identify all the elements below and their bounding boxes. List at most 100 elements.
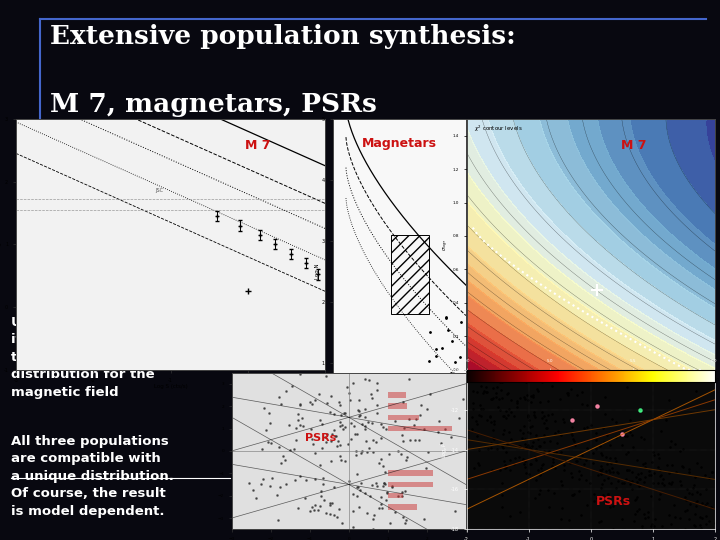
Point <box>576 450 588 459</box>
Point <box>329 432 341 441</box>
Point <box>306 400 318 408</box>
Point <box>576 387 588 396</box>
Point <box>512 397 523 406</box>
Point <box>523 443 535 451</box>
Point <box>272 515 284 524</box>
Point <box>517 444 528 453</box>
Point <box>355 449 366 457</box>
Point <box>694 512 706 521</box>
Point <box>562 389 574 398</box>
Text: Extensive population synthesis:: Extensive population synthesis: <box>50 24 516 49</box>
Point <box>397 437 409 445</box>
Point <box>567 472 578 481</box>
Point <box>497 443 508 452</box>
Point <box>691 458 703 467</box>
Point <box>317 443 328 452</box>
Point <box>324 408 336 417</box>
Point <box>315 416 326 424</box>
Point <box>581 444 593 453</box>
Point <box>525 398 536 407</box>
Point <box>662 535 674 540</box>
Point <box>331 512 343 521</box>
Point <box>706 468 718 477</box>
Point <box>555 514 567 523</box>
Point <box>574 467 585 475</box>
Point <box>466 424 477 433</box>
Point <box>334 505 346 514</box>
Point <box>544 502 555 511</box>
Point <box>518 421 530 430</box>
Point <box>648 522 660 530</box>
Point <box>468 405 480 414</box>
Point <box>703 516 714 525</box>
Point <box>372 386 383 394</box>
Point <box>530 453 541 462</box>
Point <box>321 399 333 408</box>
Point <box>534 485 546 494</box>
Point <box>378 462 390 470</box>
Point <box>302 360 314 368</box>
Point <box>581 501 593 510</box>
Point <box>613 469 624 478</box>
Point <box>343 396 355 404</box>
Point <box>315 487 327 495</box>
Point <box>492 402 504 411</box>
Point <box>655 471 667 480</box>
Point <box>364 375 375 384</box>
Point <box>336 421 347 429</box>
X-axis label: $\sigma_B\,(B_0/G)$: $\sigma_B\,(B_0/G)$ <box>580 383 602 392</box>
Point <box>654 495 665 503</box>
Bar <box>388 504 418 510</box>
Point <box>669 440 680 449</box>
Point <box>494 466 505 475</box>
Point <box>317 420 328 429</box>
Point <box>550 448 562 456</box>
Point <box>691 497 703 505</box>
Point <box>304 507 315 516</box>
Point <box>656 478 667 487</box>
Point <box>597 450 608 459</box>
Point <box>294 400 306 409</box>
Point <box>373 504 384 512</box>
Point <box>588 449 599 457</box>
Point <box>469 340 481 349</box>
Point <box>676 462 688 470</box>
Point <box>500 414 511 423</box>
Point <box>471 388 482 396</box>
Point <box>534 471 546 480</box>
Point <box>292 416 304 424</box>
Point <box>278 451 289 460</box>
Point <box>624 428 636 436</box>
Point <box>499 463 510 472</box>
Point <box>520 376 531 384</box>
Point <box>552 369 564 378</box>
Point <box>580 362 591 371</box>
Point <box>528 410 540 419</box>
Point <box>631 478 643 487</box>
Point <box>604 453 616 462</box>
Point <box>289 436 301 444</box>
Point <box>600 498 612 507</box>
Point <box>275 459 287 468</box>
Point <box>619 431 631 440</box>
Point <box>646 458 657 467</box>
Point <box>501 440 513 448</box>
Point <box>639 472 650 481</box>
Point <box>498 412 510 421</box>
Point <box>599 409 611 418</box>
Point <box>681 485 693 494</box>
Point <box>541 424 553 433</box>
Point <box>596 480 608 488</box>
Point <box>294 420 306 429</box>
Point <box>482 388 493 396</box>
Point <box>531 384 542 393</box>
Point <box>604 468 616 476</box>
Point <box>549 416 560 425</box>
Point <box>532 387 544 396</box>
Point <box>601 460 613 468</box>
Point <box>523 411 534 420</box>
Point <box>657 521 668 530</box>
Point <box>599 438 611 447</box>
Point <box>474 360 485 369</box>
Point <box>661 416 672 424</box>
